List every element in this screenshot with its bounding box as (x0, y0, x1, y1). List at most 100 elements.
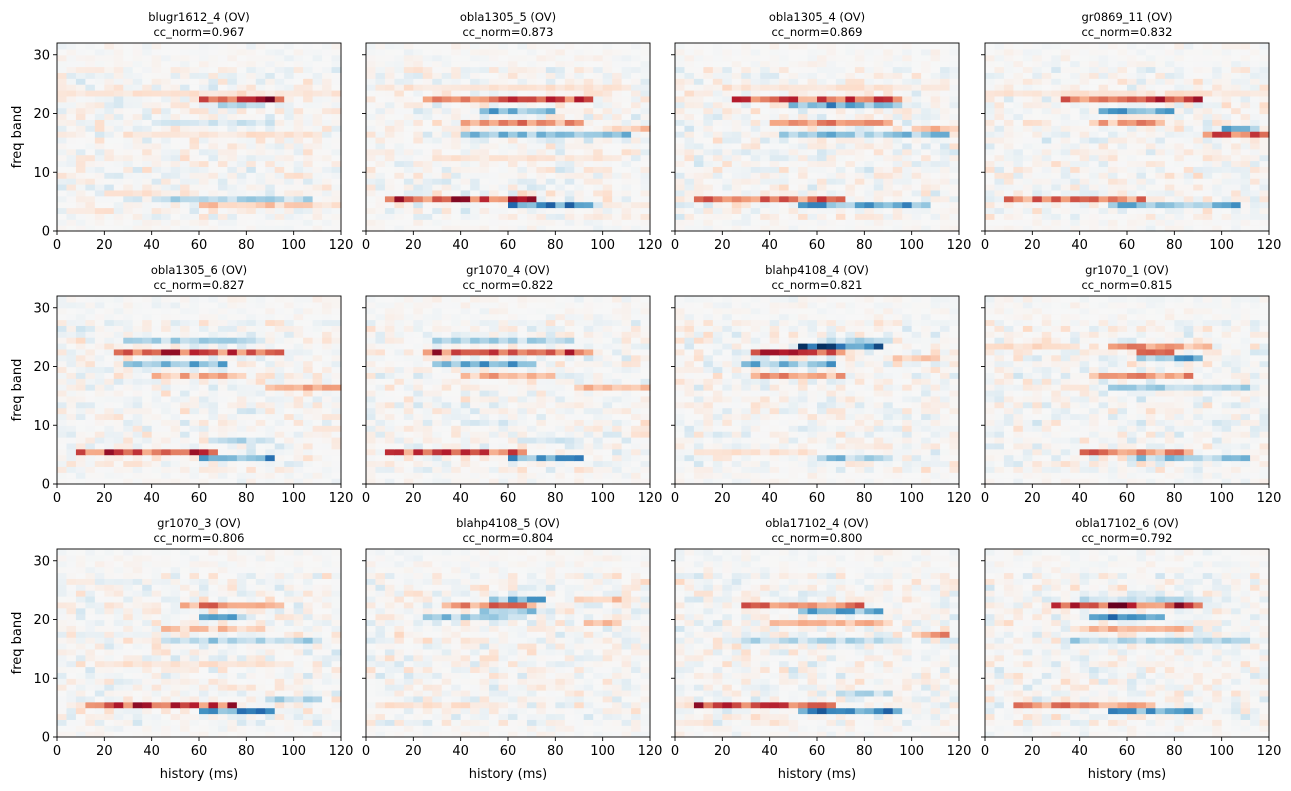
heatmap-cell (217, 78, 228, 85)
heatmap-cell (384, 225, 395, 232)
heatmap-cell (366, 125, 377, 132)
heatmap-cell (750, 113, 761, 120)
heatmap-cell (574, 119, 585, 126)
heatmap-cell (94, 78, 105, 85)
heatmap-cell (526, 195, 537, 203)
heatmap-cell (113, 378, 124, 385)
heatmap-cell (403, 78, 414, 85)
heatmap-cell (760, 78, 771, 85)
heatmap-cell (1070, 119, 1081, 126)
heatmap-cell (1202, 43, 1213, 50)
heatmap-cell (1098, 60, 1109, 68)
heatmap-cell (85, 442, 96, 450)
heatmap-cell (921, 84, 932, 91)
heatmap-cell (113, 354, 124, 362)
heatmap-cell (1098, 131, 1109, 138)
heatmap-cell (631, 154, 642, 162)
heatmap-cell (85, 54, 96, 62)
heatmap-cell (949, 48, 960, 56)
heatmap-cell (255, 148, 266, 156)
heatmap-cell (322, 325, 333, 332)
heatmap-cell (1041, 178, 1052, 185)
heatmap-cell (921, 178, 932, 185)
heatmap-cell (985, 95, 996, 103)
heatmap-cell (161, 113, 172, 120)
x-tick-label: 120 (638, 238, 663, 253)
heatmap-cell (366, 201, 377, 209)
heatmap-cell (731, 137, 742, 144)
heatmap-cell (274, 148, 285, 156)
heatmap-cell (1136, 60, 1147, 68)
heatmap-cell (217, 419, 228, 426)
heatmap-cell (1041, 201, 1052, 209)
heatmap-cell (57, 189, 68, 197)
heatmap-cell (1193, 90, 1204, 97)
heatmap-cell (265, 401, 276, 409)
heatmap-cell (246, 148, 257, 156)
heatmap-cell (217, 360, 228, 368)
heatmap-cell (441, 142, 452, 150)
heatmap-cell (199, 137, 210, 144)
heatmap-cell (1174, 125, 1185, 132)
heatmap-cell (208, 472, 219, 479)
heatmap-cell (284, 60, 295, 68)
heatmap-cell (1202, 78, 1213, 85)
heatmap-cell (911, 54, 922, 62)
heatmap-cell (1041, 101, 1052, 109)
heatmap-cell (574, 207, 585, 214)
heatmap-cell (949, 219, 960, 226)
heatmap-cell (712, 78, 723, 85)
heatmap-cell (1174, 137, 1185, 144)
heatmap-cell (208, 113, 219, 120)
heatmap-cell (132, 348, 143, 356)
heatmap-cell (631, 95, 642, 103)
heatmap-cell (788, 201, 799, 209)
heatmap-cell (873, 101, 884, 109)
heatmap-cell (1032, 107, 1043, 115)
heatmap-cell (284, 337, 295, 344)
heatmap-cell (322, 460, 333, 467)
heatmap-cell (284, 384, 295, 391)
heatmap-cell (845, 84, 856, 91)
heatmap-cell (1060, 119, 1071, 126)
x-tick-label: 0 (981, 238, 989, 253)
heatmap-cell (151, 166, 162, 173)
heatmap-cell (498, 60, 509, 68)
heatmap-cell (684, 113, 695, 120)
heatmap-cell (151, 460, 162, 467)
heatmap-cell (1022, 60, 1033, 68)
heatmap-cell (1145, 48, 1156, 56)
heatmap-cell (892, 213, 903, 220)
heatmap-cell (255, 225, 266, 232)
heatmap-cell (536, 54, 547, 62)
heatmap-cell (236, 401, 247, 409)
heatmap-cell (921, 225, 932, 232)
heatmap-cell (675, 142, 686, 150)
heatmap-cell (1250, 172, 1261, 179)
heatmap-cell (255, 360, 266, 368)
heatmap-cell (322, 384, 333, 391)
heatmap-cell (640, 142, 651, 150)
heatmap-cell (113, 313, 124, 321)
heatmap-cell (161, 384, 172, 391)
heatmap-cell (769, 60, 780, 68)
heatmap-cell (284, 413, 295, 420)
heatmap-cell (1155, 72, 1166, 79)
heatmap-cell (94, 325, 105, 332)
x-tick-label: 40 (143, 238, 160, 253)
heatmap-cell (217, 184, 228, 191)
heatmap-cell (403, 66, 414, 73)
heatmap-cell (331, 78, 342, 85)
heatmap-cell (1259, 54, 1270, 62)
x-tick-label: 60 (191, 491, 208, 506)
heatmap-cell (854, 166, 865, 173)
heatmap-cell (722, 137, 733, 144)
heatmap-cell (536, 184, 547, 191)
heatmap-cell (113, 119, 124, 126)
heatmap-cell (517, 113, 528, 120)
heatmap-cell (760, 60, 771, 68)
heatmap-cell (375, 137, 386, 144)
heatmap-cell (883, 48, 894, 56)
heatmap-cell (66, 213, 77, 220)
